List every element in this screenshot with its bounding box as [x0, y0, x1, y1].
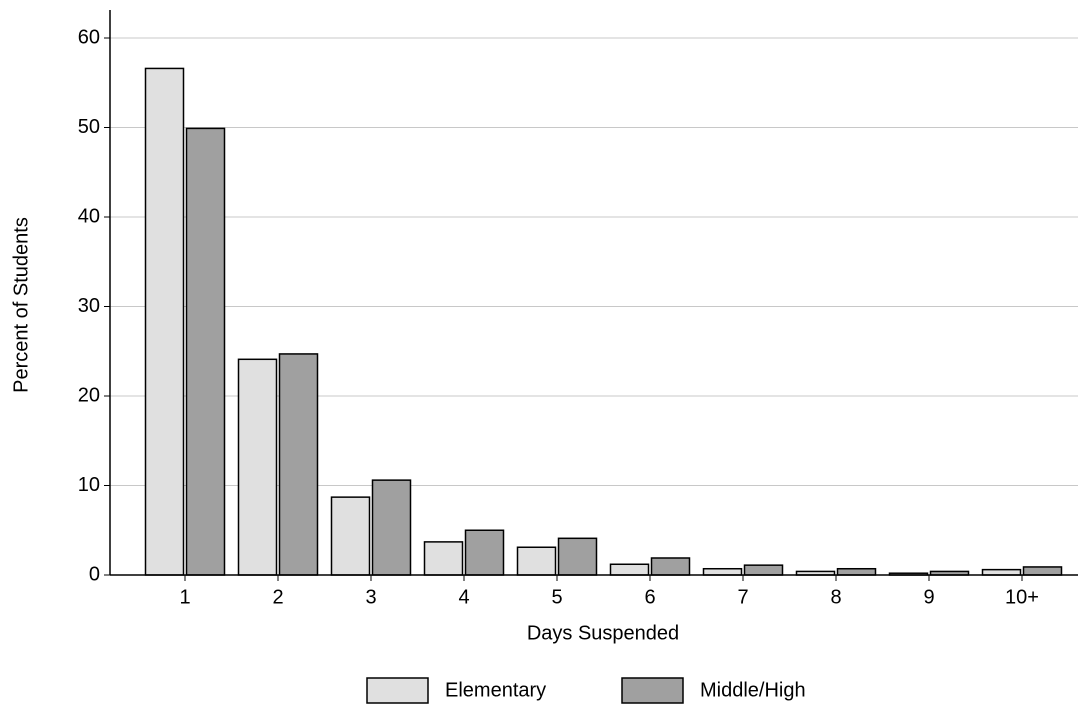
bar [516, 546, 557, 576]
x-tick-label: 2 [272, 586, 283, 608]
bar [185, 127, 226, 576]
legend-label: Elementary [445, 679, 546, 701]
bar [237, 358, 278, 576]
y-axis-title: Percent of Students [10, 217, 32, 393]
y-tick-label: 10 [78, 474, 100, 496]
x-tick-label: 6 [644, 586, 655, 608]
x-axis-title: Days Suspended [527, 622, 679, 644]
legend-swatch [366, 677, 429, 704]
y-tick-label: 20 [78, 384, 100, 406]
x-tick-label: 1 [179, 586, 190, 608]
x-tick-label: 3 [365, 586, 376, 608]
x-tick-label: 9 [923, 586, 934, 608]
x-tick-label: 8 [830, 586, 841, 608]
legend-swatch [621, 677, 684, 704]
x-tick-label: 10+ [1005, 586, 1039, 608]
x-tick-label: 4 [458, 586, 469, 608]
bar [702, 567, 743, 576]
bar [423, 541, 464, 576]
bar [609, 563, 650, 576]
bar [371, 479, 412, 576]
y-tick-label: 0 [89, 563, 100, 585]
bar [557, 537, 598, 576]
bar [330, 496, 371, 576]
y-tick-label: 30 [78, 295, 100, 317]
bar [278, 353, 319, 576]
bar [743, 564, 784, 576]
bar [650, 557, 691, 576]
bar [144, 67, 185, 576]
bar [464, 529, 505, 576]
y-tick-label: 60 [78, 26, 100, 48]
y-tick-label: 40 [78, 205, 100, 227]
x-tick-label: 7 [737, 586, 748, 608]
bar [836, 567, 877, 576]
x-tick-label: 5 [551, 586, 562, 608]
y-tick-label: 50 [78, 116, 100, 138]
legend-label: Middle/High [700, 679, 806, 701]
bar [1022, 566, 1063, 576]
bar [981, 568, 1022, 576]
